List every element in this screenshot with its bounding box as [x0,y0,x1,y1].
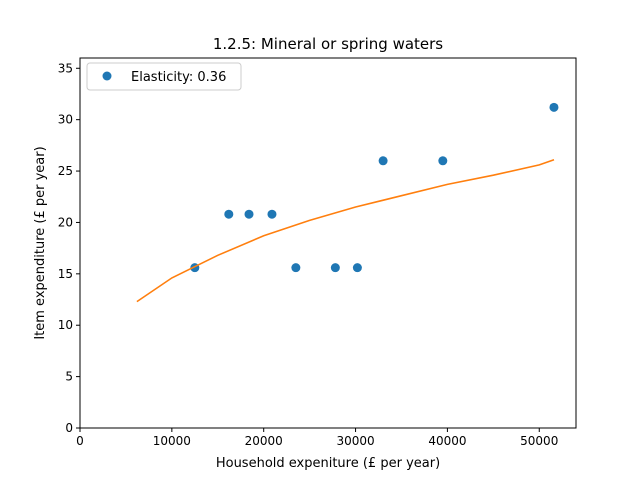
x-tick-label: 0 [76,434,84,448]
data-point [438,156,448,166]
x-tick-label: 30000 [336,434,374,448]
data-point [267,209,277,219]
x-tick-label: 50000 [520,434,558,448]
y-tick-label: 10 [58,318,73,332]
chart-title: 1.2.5: Mineral or spring waters [213,35,443,53]
legend-box [86,62,242,91]
x-tick-label: 10000 [153,434,191,448]
x-axis-label: Household expeniture (£ per year) [216,456,440,471]
legend: Elasticity: 0.36 [86,62,242,91]
y-tick-label: 5 [65,370,73,384]
x-axis: 0 10000 20000 30000 40000 50000 [76,428,558,448]
data-point [224,209,234,219]
plot-frame [79,57,577,429]
y-tick-label: 0 [65,421,73,435]
fitted-curve [136,158,555,303]
plot-area [79,57,577,429]
data-point [244,209,254,219]
y-tick-label: 35 [58,61,73,75]
y-axis-label: Item expenditure (£ per year) [33,146,48,339]
data-point [352,263,362,273]
y-tick-label: 15 [58,267,73,281]
legend-label: Elasticity: 0.36 [131,70,226,85]
x-tick-label: 20000 [245,434,283,448]
data-point [378,156,388,166]
series-layer [136,102,559,303]
x-tick-label: 40000 [428,434,466,448]
y-tick-label: 25 [58,164,73,178]
data-point [549,102,559,112]
data-point [330,263,340,273]
y-axis: 0 5 10 15 20 25 30 35 [58,61,80,435]
y-tick-label: 30 [58,113,73,127]
data-point [291,263,301,273]
y-tick-label: 20 [58,215,73,229]
legend-marker [102,71,112,81]
